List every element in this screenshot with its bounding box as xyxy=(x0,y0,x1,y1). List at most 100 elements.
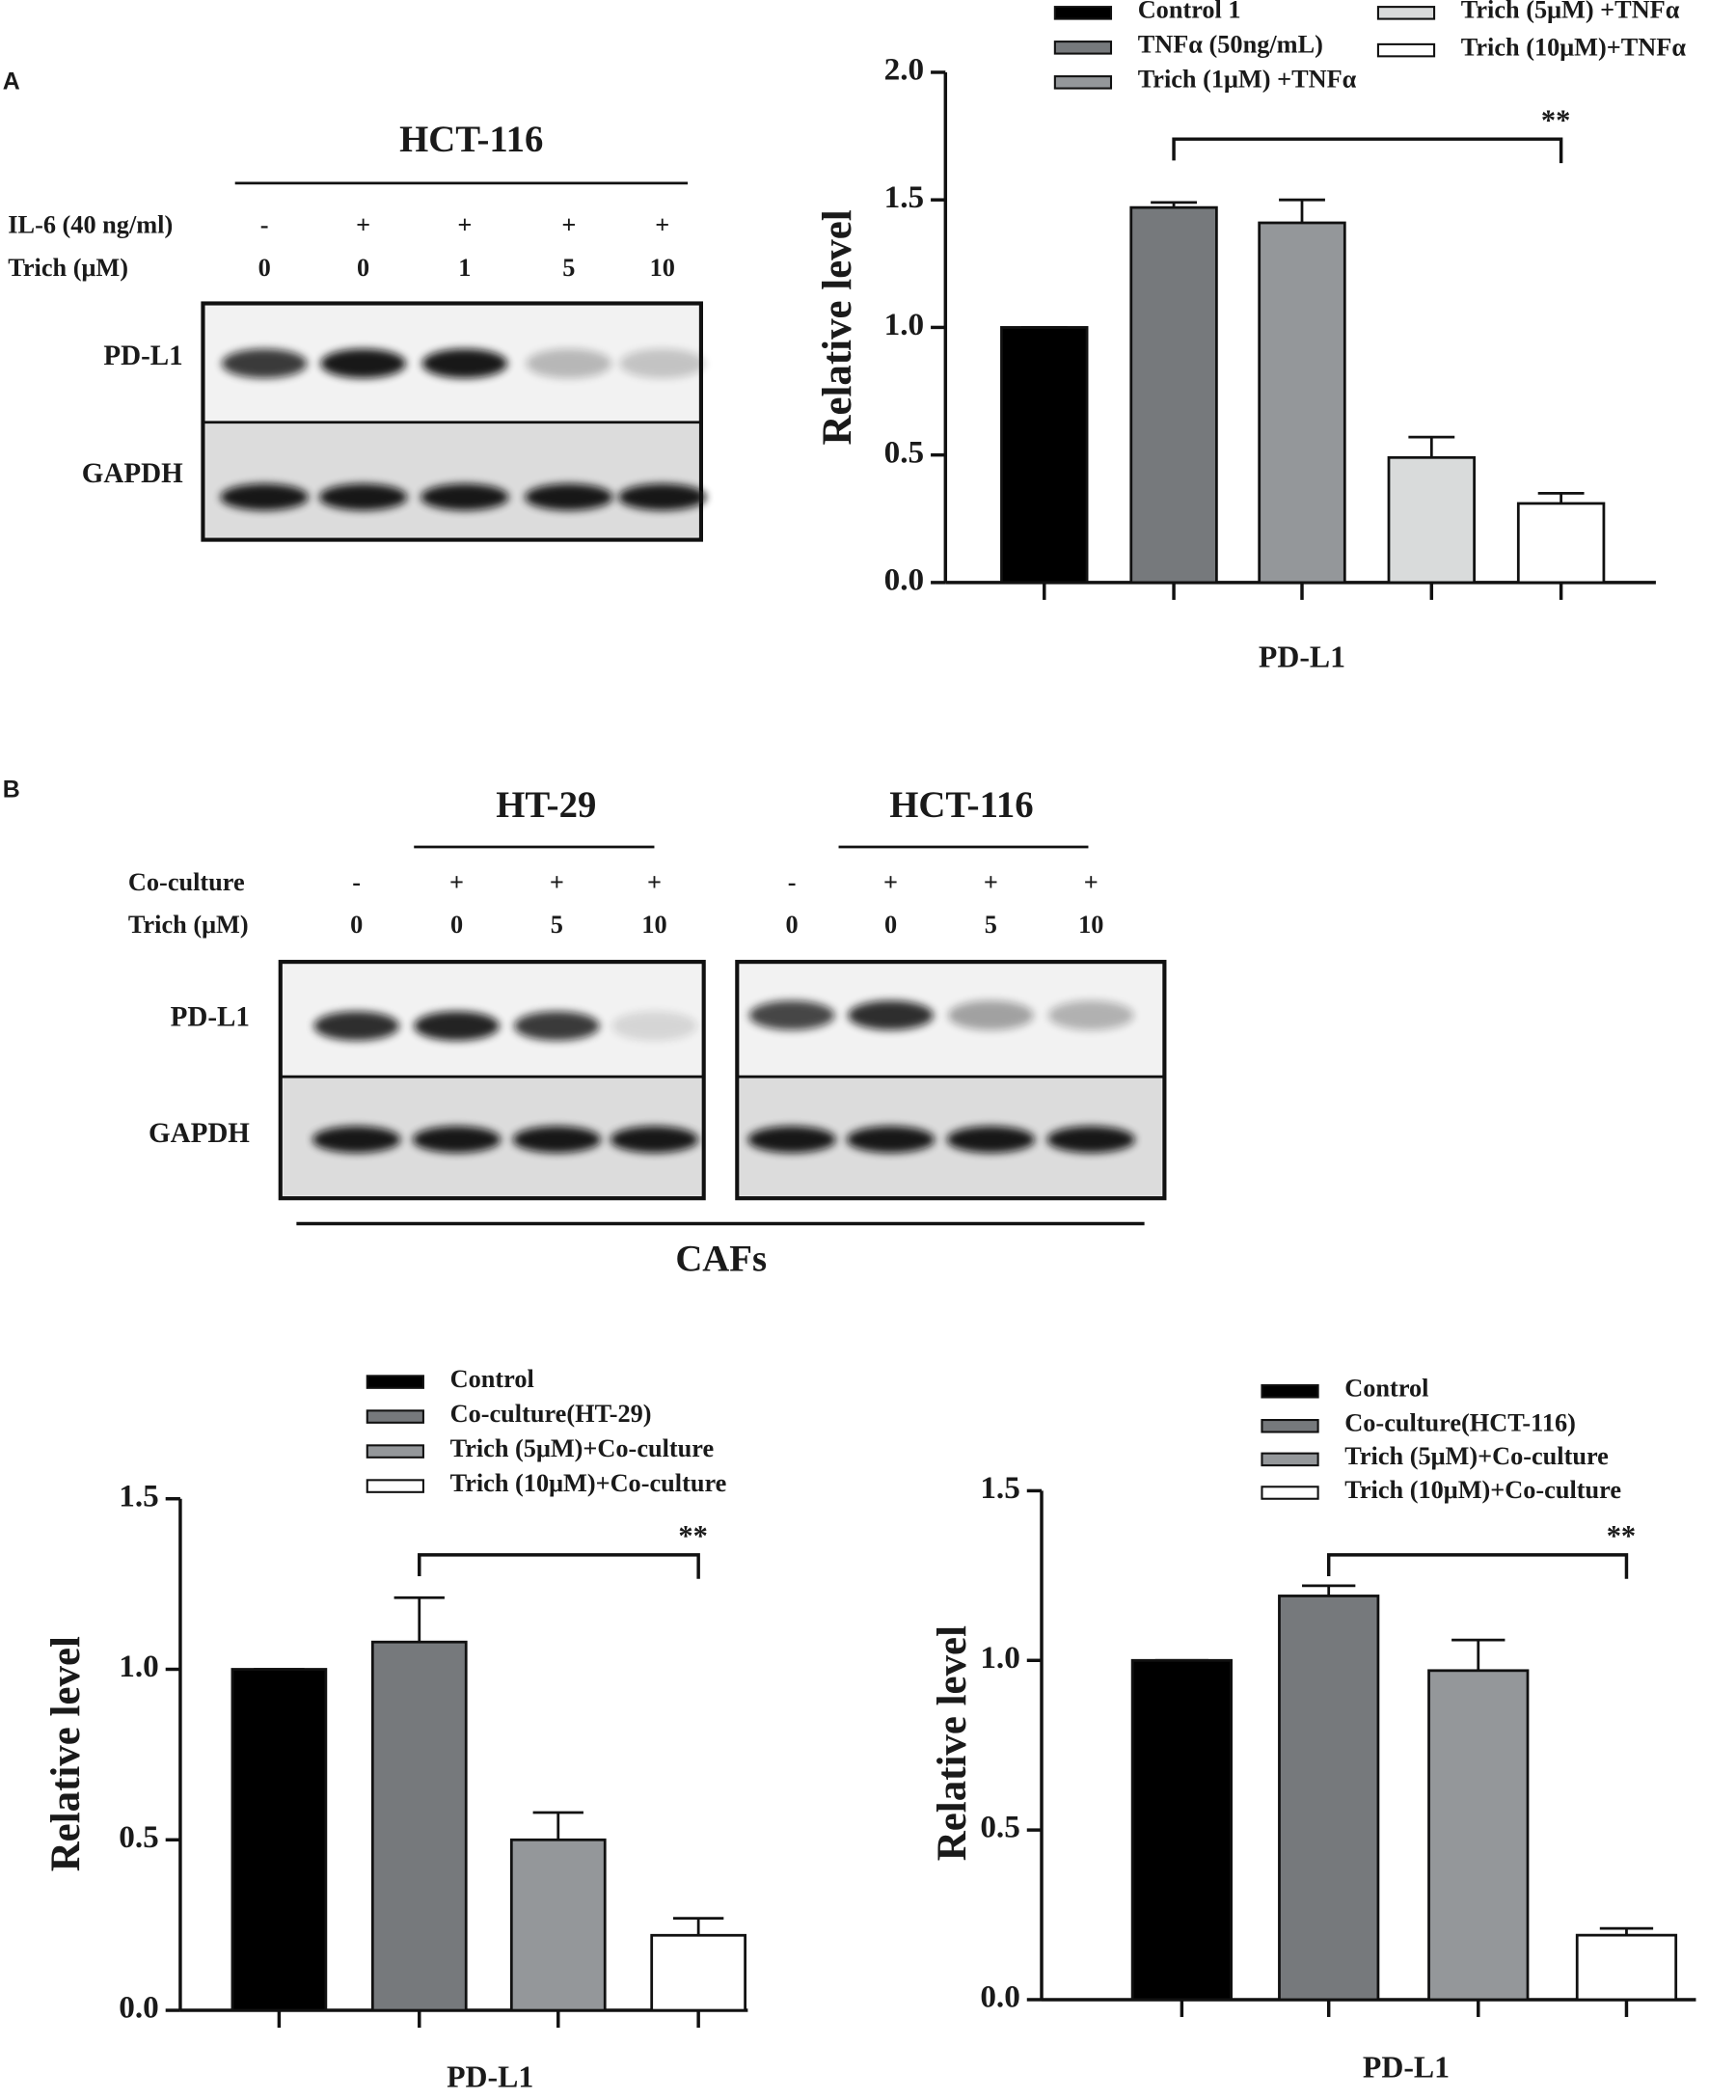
lane-label: 0 xyxy=(258,254,271,282)
cell-line: HCT-116 xyxy=(399,119,543,160)
row-label: Trich (μM) xyxy=(8,254,128,282)
band xyxy=(946,1126,1036,1154)
band xyxy=(221,348,308,379)
bar xyxy=(1427,1669,1530,2002)
x-axis-label: PD-L1 xyxy=(447,2059,533,2093)
lane-label: + xyxy=(356,211,370,239)
lane-label: 5 xyxy=(562,254,575,282)
band xyxy=(846,1126,936,1154)
y-tick-label: 1.5 xyxy=(119,1478,159,1514)
lane-label: + xyxy=(1084,868,1099,896)
significance-bracket xyxy=(418,1553,700,1579)
legend-label: Co-culture(HT-29) xyxy=(450,1400,652,1428)
y-tick-label: 1.0 xyxy=(884,307,925,342)
significance-bracket xyxy=(1326,1553,1629,1579)
significance-bracket xyxy=(1172,137,1563,164)
legend-swatch xyxy=(1261,1384,1319,1399)
band xyxy=(618,483,707,511)
lane-label: 10 xyxy=(641,911,666,939)
band xyxy=(313,1011,399,1041)
band-label: GAPDH xyxy=(82,458,183,489)
lane-label: + xyxy=(647,868,662,896)
row-label: IL-6 (40 ng/ml) xyxy=(8,211,173,239)
bar xyxy=(1130,1658,1233,2002)
y-tick-label: 1.0 xyxy=(119,1649,159,1684)
legend-swatch xyxy=(1261,1419,1319,1433)
cell-line: HCT-116 xyxy=(889,784,1033,826)
lane-label: 10 xyxy=(650,254,675,282)
y-tick-label: 0.0 xyxy=(980,1979,1020,2015)
lane-label: 0 xyxy=(450,911,463,939)
x-axis-label: PD-L1 xyxy=(1363,2051,1450,2085)
lane-label: - xyxy=(352,868,361,896)
lane-label: + xyxy=(449,868,464,896)
legend-swatch xyxy=(1053,6,1113,20)
legend-label: Co-culture(HCT-116) xyxy=(1344,1409,1576,1437)
significance-label: ** xyxy=(678,1519,707,1552)
y-tick-label: 1.0 xyxy=(980,1640,1020,1676)
legend-label: Trich (1μM) +TNFα xyxy=(1138,66,1357,94)
band xyxy=(611,1011,697,1041)
lane-label: 5 xyxy=(985,911,997,939)
bar xyxy=(1575,1933,1678,2002)
legend-label: Trich (10μM)+TNFα xyxy=(1461,33,1687,61)
lane-label: + xyxy=(883,868,898,896)
band xyxy=(526,348,612,379)
legend-swatch xyxy=(366,1444,424,1459)
bar xyxy=(1129,205,1218,585)
lane-label: 0 xyxy=(350,911,363,939)
legend-label: Trich (5μM) +TNFα xyxy=(1461,0,1680,24)
lane-label: 10 xyxy=(1078,911,1103,939)
legend-swatch xyxy=(1261,1452,1319,1467)
legend-label: Control xyxy=(1344,1375,1428,1403)
significance-label: ** xyxy=(1541,104,1570,137)
lane-label: + xyxy=(655,211,669,239)
band xyxy=(414,1011,500,1041)
bar xyxy=(1278,1595,1380,2002)
lane-label: 0 xyxy=(785,911,798,939)
legend-label: Trich (5μM)+Co-culture xyxy=(450,1434,715,1462)
band xyxy=(848,1000,934,1030)
y-tick-label: 1.5 xyxy=(884,179,925,215)
lane-label: + xyxy=(561,211,576,239)
legend-label: Control 1 xyxy=(1138,0,1241,24)
legend-swatch xyxy=(366,1375,424,1389)
bar xyxy=(370,1640,468,2012)
blot-lower xyxy=(205,422,699,537)
lane-label: - xyxy=(788,868,797,896)
band xyxy=(610,1126,699,1154)
lane-label: 0 xyxy=(357,254,369,282)
lane-label: 0 xyxy=(884,911,897,939)
row-label: Trich (μM) xyxy=(128,911,249,939)
band xyxy=(412,1126,502,1154)
bar xyxy=(650,1933,746,2012)
band xyxy=(948,1000,1034,1030)
bar xyxy=(1000,326,1089,585)
band xyxy=(320,348,406,379)
bar xyxy=(509,1838,607,2012)
band xyxy=(514,1011,600,1041)
row-label: Co-culture xyxy=(128,868,245,896)
legend-swatch xyxy=(1261,1486,1319,1500)
band xyxy=(421,348,508,379)
legend-label: Trich (10μM)+Co-culture xyxy=(450,1469,727,1497)
legend-swatch xyxy=(1053,41,1113,55)
y-tick-label: 0.0 xyxy=(884,562,925,598)
lane-label: 5 xyxy=(551,911,563,939)
cell-line: HT-29 xyxy=(496,784,596,826)
band xyxy=(619,348,706,379)
band xyxy=(747,1126,836,1154)
lane-label: + xyxy=(984,868,998,896)
y-tick-label: 0.5 xyxy=(980,1810,1020,1845)
band xyxy=(748,1000,835,1030)
band-label: PD-L1 xyxy=(103,341,182,371)
panel-label: A xyxy=(3,68,20,95)
band-label: GAPDH xyxy=(149,1118,250,1149)
cells-label: CAFs xyxy=(675,1239,767,1280)
panel-label: B xyxy=(3,776,20,803)
legend-swatch xyxy=(366,1479,424,1493)
y-axis-label: Relative level xyxy=(43,1636,89,1871)
lane-label: 1 xyxy=(458,254,471,282)
lane-label: + xyxy=(457,211,472,239)
